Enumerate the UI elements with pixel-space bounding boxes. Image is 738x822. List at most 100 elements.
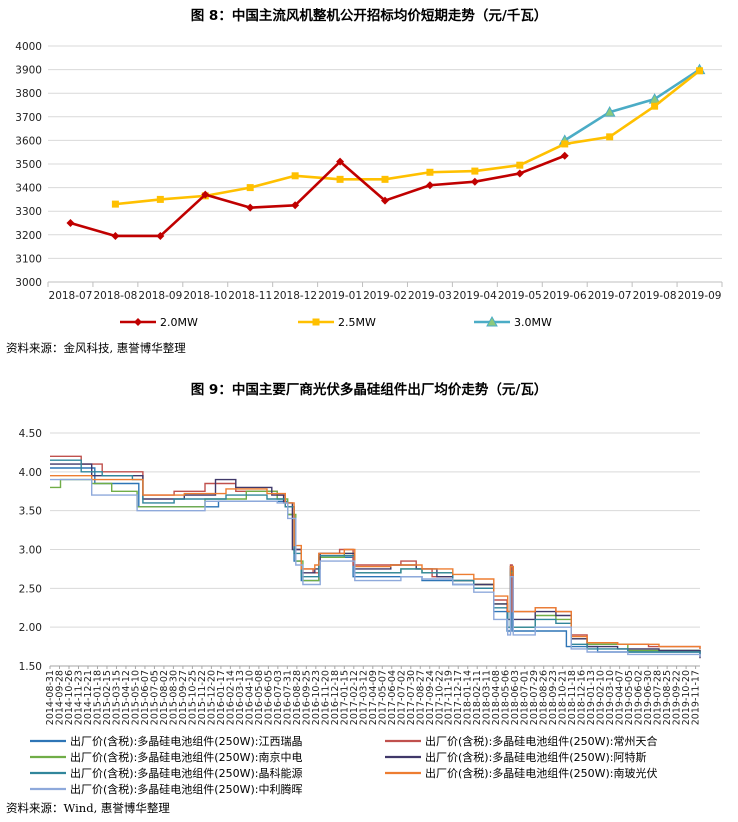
chart2-x-tick-label: 2019-03-10 — [605, 670, 616, 725]
chart2-x-tick-label: 2016-06-05 — [263, 670, 274, 725]
chart2-x-tick-label: 2018-03-11 — [482, 670, 493, 725]
chart1-point — [560, 151, 569, 160]
chart2-x-tick-label: 2017-03-12 — [358, 670, 369, 725]
chart2-x-tick-label: 2017-01-15 — [339, 670, 350, 725]
chart1-x-tick-label: 2019-01 — [318, 290, 362, 302]
chart2-x-tick-label: 2016-09-25 — [301, 670, 312, 725]
chart1-y-tick-label: 3400 — [15, 183, 42, 195]
chart1-point — [470, 177, 479, 186]
chart1-point — [201, 190, 210, 199]
chart1-point — [426, 168, 434, 176]
chart2-legend-label: 出厂价(含税):多晶硅电池组件(250W):晶科能源 — [70, 766, 302, 780]
chart1-x-tick-label: 2019-03 — [408, 290, 452, 302]
chart1-legend-label: 2.5MW — [338, 316, 376, 329]
chart1-point — [336, 175, 344, 183]
chart1-point — [561, 140, 569, 148]
chart2-x-tick-label: 2016-02-14 — [225, 670, 236, 725]
chart2-x-tick-label: 2017-07-02 — [396, 670, 407, 725]
chart2-x-tick-label: 2019-10-20 — [681, 670, 692, 725]
chart2-series-line — [50, 463, 701, 659]
chart1-point — [111, 200, 119, 208]
chart2-x-tick-label: 2015-04-12 — [121, 670, 132, 725]
chart1-x-tick-label: 2019-05 — [498, 290, 542, 302]
chart2-x-tick-label: 2015-06-07 — [140, 670, 151, 725]
chart2-x-tick-label: 2017-02-12 — [349, 670, 360, 725]
chart2-x-tick-label: 2019-07-28 — [653, 670, 664, 725]
chart2-series-line — [50, 467, 701, 655]
chart1-point — [381, 196, 389, 205]
chart2-x-tick-label: 2018-04-08 — [491, 670, 502, 725]
chart2-x-tick-label: 2017-09-24 — [425, 670, 436, 725]
chart2-x-tick-label: 2016-11-20 — [320, 670, 331, 725]
chart1-point — [336, 157, 345, 166]
chart2-x-tick-label: 2018-01-14 — [463, 670, 474, 725]
chart1-source: 资料来源：金风科技, 惠誉博华整理 — [6, 341, 186, 355]
chart1-series-line — [115, 69, 701, 206]
chart2-legend-label: 出厂价(含税):多晶硅电池组件(250W):南京中电 — [70, 750, 302, 764]
chart2-x-tick-label: 2015-07-05 — [149, 670, 160, 725]
chart1-point — [312, 318, 320, 326]
chart1-y-tick-label: 3300 — [15, 206, 42, 218]
chart2-x-tick-label: 2016-04-10 — [244, 670, 255, 725]
chart1-point — [696, 67, 704, 75]
chart1-x-tick-label: 2018-09 — [138, 290, 182, 302]
chart1-point — [246, 203, 255, 212]
chart1-x-tick-label: 2018-07 — [49, 290, 93, 302]
chart2-x-tick-label: 2019-09-22 — [672, 670, 683, 725]
chart1-point — [381, 175, 389, 183]
chart1-point — [471, 167, 479, 175]
chart2-x-tick-label: 2019-04-07 — [615, 670, 626, 725]
chart2-x-tick-label: 2015-01-18 — [92, 670, 103, 725]
chart1-point — [651, 102, 659, 110]
chart2-x-tick-label: 2016-05-08 — [254, 670, 265, 725]
chart2-title: 图 9：中国主要厂商光伏多晶硅组件出厂均价走势（元/瓦） — [191, 381, 548, 398]
chart2-series-line — [50, 459, 701, 655]
chart1-plot: 3000 3100 3200 3300 3400 3500 3600 3700 3800 3900… — [15, 41, 723, 329]
chart1-point — [425, 181, 434, 190]
chart1-point — [516, 161, 524, 169]
chart2-x-tick-label: 2015-03-15 — [111, 670, 122, 725]
chart2-legend-label: 出厂价(含税):多晶硅电池组件(250W):南玻光伏 — [425, 766, 657, 780]
chart2-x-tick-label: 2019-05-05 — [624, 670, 635, 725]
chart1-point — [291, 201, 300, 210]
chart1-point — [156, 195, 164, 203]
chart2-legend-label: 出厂价(含税):多晶硅电池组件(250W):阿特斯 — [425, 750, 646, 764]
chart1-point — [66, 219, 75, 227]
chart2-x-tick-label: 2015-08-02 — [159, 670, 170, 725]
chart2-x-tick-label: 2017-05-07 — [377, 670, 388, 725]
chart2-y-tick-label: 3.00 — [19, 545, 42, 557]
chart1-point — [246, 184, 254, 192]
chart1-y-tick-label: 3200 — [15, 230, 42, 242]
chart1-x-tick-label: 2018-12 — [273, 290, 317, 302]
chart1-y-tick-label: 3500 — [15, 159, 42, 171]
chart1-legend-label: 3.0MW — [514, 316, 552, 329]
chart2-x-tick-label: 2014-11-23 — [73, 670, 84, 725]
chart2-y-tick-label: 1.50 — [19, 661, 42, 673]
chart2-x-tick-label: 2017-12-17 — [453, 670, 464, 725]
chart1-x-tick-label: 2018-08 — [93, 290, 137, 302]
chart2-series-line — [50, 478, 701, 652]
chart2-x-tick-label: 2017-04-09 — [368, 670, 379, 725]
chart2-x-tick-label: 2015-05-10 — [130, 670, 141, 725]
chart1-y-tick-label: 3600 — [15, 135, 42, 147]
chart2-x-tick-label: 2015-11-22 — [197, 670, 208, 725]
chart1-series-line — [70, 154, 566, 238]
chart2-legend-label: 出厂价(含税):多晶硅电池组件(250W):常州天合 — [425, 734, 657, 748]
chart2-x-tick-label: 2015-09-27 — [178, 670, 189, 725]
chart2-y-tick-label: 4.00 — [19, 467, 42, 479]
chart1-point — [111, 231, 120, 240]
chart2-x-tick-label: 2019-02-10 — [596, 670, 607, 725]
chart2-x-tick-label: 2014-09-28 — [54, 670, 65, 725]
chart2-series-line — [50, 455, 701, 649]
chart1-point — [486, 315, 498, 327]
chart2-x-tick-label: 2017-07-30 — [406, 670, 417, 725]
chart2-x-tick-label: 2014-08-31 — [45, 670, 56, 725]
chart1-point — [156, 231, 165, 240]
chart1-y-tick-label: 3000 — [15, 277, 42, 289]
chart1-x-tick-label: 2019-04 — [453, 290, 497, 302]
chart2-x-tick-label: 2018-09-23 — [548, 670, 559, 725]
chart2-y-tick-label: 3.50 — [19, 506, 42, 518]
chart1-point — [291, 172, 299, 180]
chart1-x-tick-label: 2019-09 — [678, 290, 722, 302]
chart2-x-tick-label: 2016-01-17 — [216, 670, 227, 725]
